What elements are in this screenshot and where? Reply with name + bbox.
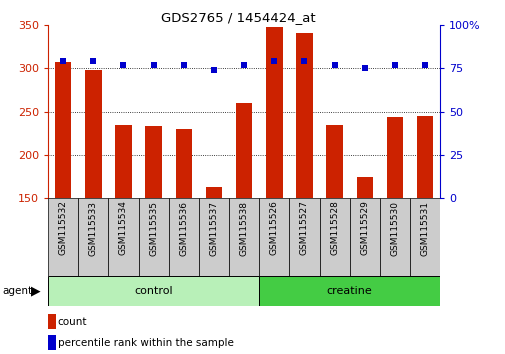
Bar: [108, 198, 138, 276]
Text: GSM115528: GSM115528: [329, 201, 338, 256]
Point: [119, 62, 127, 68]
Point: [420, 62, 428, 68]
Point: [240, 62, 248, 68]
Bar: [356, 177, 372, 198]
Bar: [326, 125, 342, 198]
Bar: [145, 126, 162, 198]
Text: count: count: [58, 316, 87, 327]
Text: GSM115532: GSM115532: [59, 201, 68, 256]
Text: agent: agent: [3, 286, 33, 296]
Point: [330, 62, 338, 68]
Bar: [289, 198, 319, 276]
Text: ▶: ▶: [31, 285, 41, 298]
Point: [210, 67, 218, 73]
Bar: [48, 276, 259, 306]
Bar: [386, 117, 402, 198]
Bar: [259, 198, 289, 276]
Bar: [48, 335, 56, 350]
Point: [59, 58, 67, 64]
Bar: [409, 198, 439, 276]
Point: [179, 62, 187, 68]
Bar: [85, 70, 102, 198]
Bar: [266, 27, 282, 198]
Bar: [138, 198, 168, 276]
Text: GSM115538: GSM115538: [239, 201, 248, 256]
Text: GSM115531: GSM115531: [420, 201, 429, 256]
Bar: [416, 116, 433, 198]
Text: creatine: creatine: [326, 286, 372, 296]
Text: GSM115537: GSM115537: [209, 201, 218, 256]
Text: GSM115534: GSM115534: [119, 201, 128, 256]
Text: GSM115526: GSM115526: [269, 201, 278, 256]
Bar: [55, 62, 71, 198]
Text: GSM115530: GSM115530: [390, 201, 398, 256]
Bar: [198, 198, 229, 276]
Bar: [229, 198, 259, 276]
Text: GSM115535: GSM115535: [149, 201, 158, 256]
Point: [300, 58, 308, 64]
Point: [89, 58, 97, 64]
Bar: [48, 198, 78, 276]
Bar: [259, 276, 439, 306]
Text: GDS2765 / 1454424_at: GDS2765 / 1454424_at: [160, 11, 315, 24]
Text: GSM115529: GSM115529: [360, 201, 369, 256]
Text: control: control: [134, 286, 173, 296]
Point: [270, 58, 278, 64]
Bar: [295, 33, 312, 198]
Bar: [235, 103, 252, 198]
Bar: [78, 198, 108, 276]
Bar: [48, 314, 56, 329]
Bar: [319, 198, 349, 276]
Bar: [349, 198, 379, 276]
Text: GSM115527: GSM115527: [299, 201, 309, 256]
Point: [360, 65, 368, 71]
Text: GSM115536: GSM115536: [179, 201, 188, 256]
Bar: [115, 125, 131, 198]
Bar: [175, 129, 192, 198]
Bar: [205, 187, 222, 198]
Point: [390, 62, 398, 68]
Bar: [168, 198, 198, 276]
Point: [149, 62, 158, 68]
Text: GSM115533: GSM115533: [89, 201, 97, 256]
Text: percentile rank within the sample: percentile rank within the sample: [58, 338, 233, 348]
Bar: [379, 198, 409, 276]
